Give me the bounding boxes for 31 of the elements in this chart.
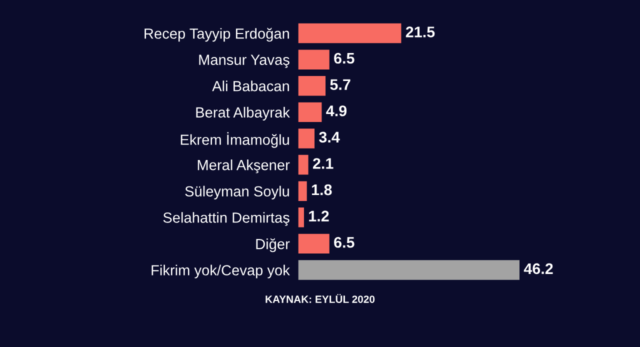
y-tick-label: Meral Akşener [198, 160, 290, 174]
y-tick-label: Ali Babacan [212, 80, 289, 92]
data-label: 6.5 [334, 52, 354, 64]
data-label: 21.5 [406, 26, 435, 38]
bar [298, 128, 315, 148]
bar [298, 154, 308, 175]
y-tick-label: Selahattin Demirtaş [163, 212, 290, 226]
data-label: 1.2 [309, 210, 329, 222]
data-label: 6.5 [334, 236, 354, 248]
bar [298, 23, 402, 44]
y-tick-label: Süleyman Soylu [185, 186, 289, 200]
data-label: 5.7 [330, 79, 350, 90]
bar [298, 208, 304, 228]
y-tick-label: Diğer [256, 238, 290, 252]
data-label: 1.8 [312, 184, 332, 196]
y-tick-label: Fikrim yok/Cevap yok [152, 264, 290, 278]
y-tick-label: Berat Albayrak [196, 106, 290, 120]
bar [298, 102, 322, 122]
bar [298, 260, 520, 280]
y-tick-label: Ekrem İmamoğlu [180, 132, 289, 148]
data-label: 4.9 [326, 105, 347, 116]
text: KAYNAK: EYLÜL 2020 [266, 294, 375, 303]
data-label: 2.1 [312, 158, 334, 169]
y-tick-label: Recep Tayyip Erdoğan [144, 28, 289, 42]
bar [298, 76, 326, 96]
data-label: 3.4 [319, 132, 340, 143]
data-label: 46.2 [524, 263, 553, 274]
bar [298, 181, 307, 201]
bar [298, 234, 330, 254]
bar [298, 50, 330, 70]
y-tick-label: Mansur Yavaş [199, 54, 290, 68]
